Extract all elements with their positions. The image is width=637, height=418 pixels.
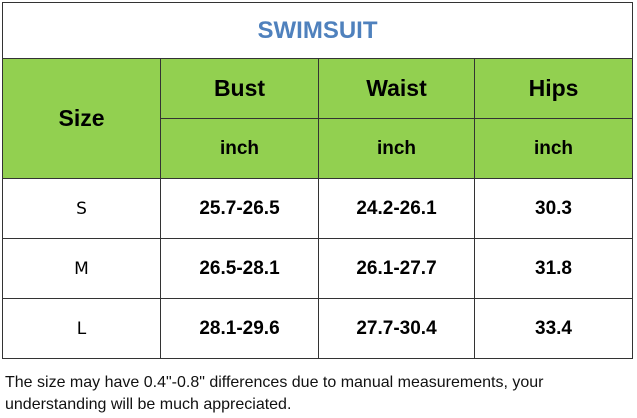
size-chart: SWIMSUIT Size Bust Waist Hips inch inch … bbox=[2, 2, 633, 359]
column-header: Hips bbox=[474, 58, 633, 119]
measure-cell: 31.8 bbox=[474, 238, 633, 299]
measure-cell: 27.7-30.4 bbox=[318, 298, 475, 359]
table-row: M 26.5-28.1 26.1-27.7 31.8 bbox=[2, 238, 633, 299]
measure-cell: 26.1-27.7 bbox=[318, 238, 475, 299]
size-header: Size bbox=[2, 58, 161, 179]
measure-cell: 25.7-26.5 bbox=[160, 178, 319, 239]
table-body: S 25.7-26.5 24.2-26.1 30.3 M 26.5-28.1 26.1-27… bbox=[2, 178, 633, 359]
size-cell: S bbox=[2, 178, 161, 239]
size-cell: L bbox=[2, 298, 161, 359]
measure-cell: 33.4 bbox=[474, 298, 633, 359]
size-cell: M bbox=[2, 238, 161, 299]
measure-cell: 24.2-26.1 bbox=[318, 178, 475, 239]
table-row: L 28.1-29.6 27.7-30.4 33.4 bbox=[2, 298, 633, 359]
note: The size may have 0.4"-0.8" differences … bbox=[5, 374, 544, 413]
table-row: S 25.7-26.5 24.2-26.1 30.3 bbox=[2, 178, 633, 239]
measure-cell: 28.1-29.6 bbox=[160, 298, 319, 359]
column-unit: inch bbox=[160, 118, 319, 179]
chart-title: SWIMSUIT bbox=[2, 2, 633, 59]
column-unit: inch bbox=[318, 118, 475, 179]
column-unit: inch bbox=[474, 118, 633, 179]
measure-cell: 30.3 bbox=[474, 178, 633, 239]
column-header: Waist bbox=[318, 58, 475, 119]
measure-cell: 26.5-28.1 bbox=[160, 238, 319, 299]
column-header: Bust bbox=[160, 58, 319, 119]
